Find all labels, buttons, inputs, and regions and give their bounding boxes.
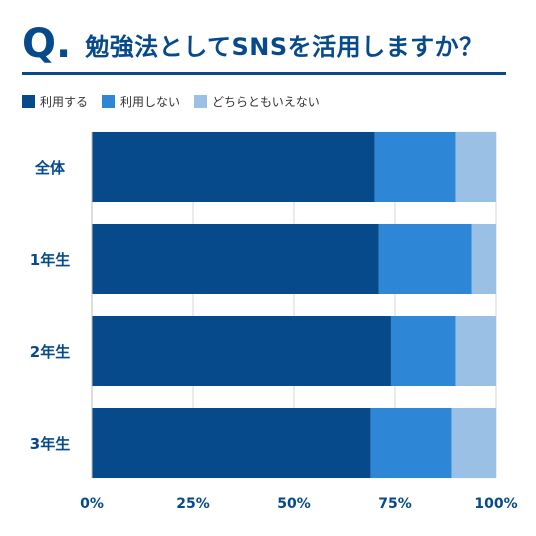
legend-swatch-neither [194, 95, 208, 108]
legend-item-not-use: 利用しない [102, 93, 180, 110]
bar-segment-1-2 [471, 224, 496, 294]
bar-segment-2-2 [455, 316, 496, 386]
chart-header: Q . 勉強法としてSNSを活用しますか？ [22, 20, 484, 68]
legend-label-neither: どちらともいえない [212, 95, 320, 109]
x-tick-label-1: 25% [176, 496, 210, 512]
bar-segment-3-0 [92, 408, 371, 478]
category-label-2: 2年生 [30, 343, 70, 361]
bar-segment-0-0 [92, 132, 375, 202]
x-tick-label-0: 0% [80, 496, 104, 512]
legend-label-use: 利用する [40, 95, 89, 109]
category-label-0: 全体 [34, 159, 66, 177]
x-tick-label-2: 50% [277, 496, 311, 512]
category-label-3: 3年生 [30, 435, 70, 453]
title-underline [22, 72, 506, 75]
category-label-1: 1年生 [30, 251, 70, 269]
bar-segment-2-0 [92, 316, 391, 386]
bar-segment-3-1 [370, 408, 452, 478]
question-mark-dot: . [56, 21, 72, 67]
x-tick-label-4: 100% [474, 496, 517, 512]
bar-segment-1-0 [92, 224, 379, 294]
legend: 利用する 利用しない どちらともいえない [22, 93, 320, 110]
legend-swatch-not-use [102, 95, 116, 108]
legend-item-neither: どちらともいえない [194, 93, 320, 110]
legend-item-use: 利用する [22, 93, 88, 110]
legend-swatch-use [22, 95, 35, 108]
bar-segment-0-1 [374, 132, 456, 202]
bar-segment-2-1 [390, 316, 456, 386]
bar-segment-3-2 [451, 408, 496, 478]
question-mark-letter: Q [22, 21, 57, 67]
bar-segment-1-1 [378, 224, 472, 294]
x-tick-label-3: 75% [378, 496, 412, 512]
legend-label-not-use: 利用しない [120, 95, 181, 109]
bar-segment-0-2 [455, 132, 496, 202]
chart-title: 勉強法としてSNSを活用しますか？ [85, 32, 484, 61]
